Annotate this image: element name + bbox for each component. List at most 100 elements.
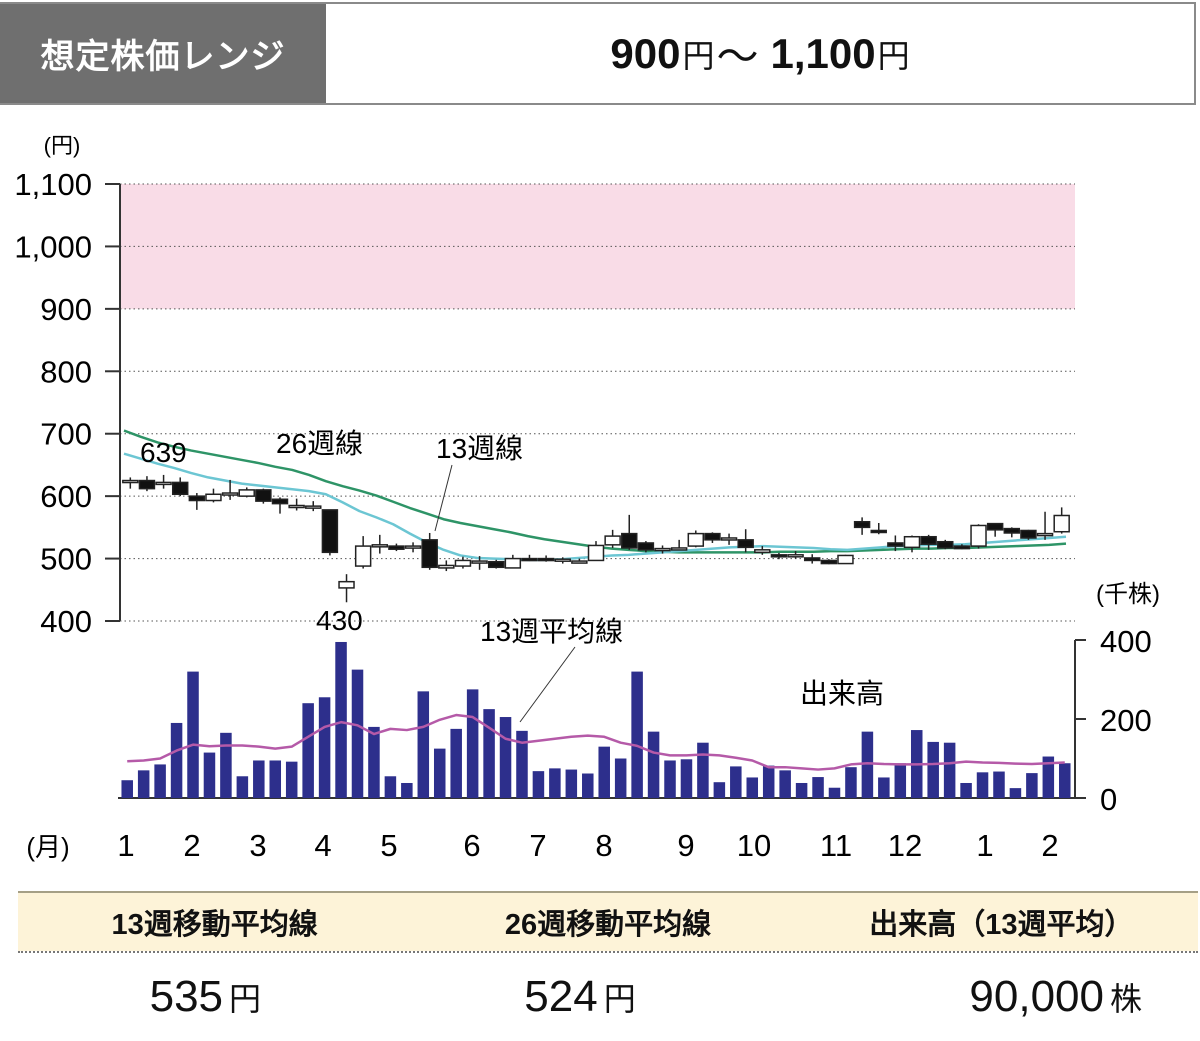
candle: [787, 554, 804, 558]
month-label: 7: [529, 828, 546, 863]
range-high: 1,100: [770, 29, 876, 77]
price-tick-label: 700: [40, 417, 92, 452]
volume-bar: [236, 776, 249, 798]
summary-header-volume: 出来高（13週平均）: [869, 909, 1134, 941]
candle: [1020, 529, 1037, 539]
price-tick-label: 900: [40, 292, 92, 327]
header-box: [0, 2, 1196, 105]
volume-ma-line: [127, 713, 1065, 771]
volume-bar: [466, 689, 479, 798]
candle: [454, 559, 472, 567]
volume-bar: [384, 776, 397, 798]
volume-bar: [368, 726, 380, 798]
volume-tick-label: 0: [1100, 782, 1117, 817]
candle: [155, 481, 172, 486]
volume-bar: [812, 777, 824, 798]
range-low-unit: 円: [682, 37, 715, 74]
summary-header-ma26: 26週移動平均線: [504, 909, 712, 941]
candle: [271, 498, 289, 505]
summary-divider: [18, 951, 1198, 953]
volume-bar: [762, 765, 775, 798]
month-label: 6: [463, 828, 480, 863]
stock-chart: 1,100 1,000 900 800 700 600 500 400 (円) 639 4 3 0…: [14, 133, 1160, 863]
ma13-value: 535: [149, 972, 224, 1021]
candle: [338, 580, 355, 589]
candle: [920, 535, 937, 545]
range-high-unit: 円: [877, 37, 910, 74]
range-tilde: 〜: [716, 33, 759, 80]
volume-bar: [335, 641, 347, 798]
summary-value-ma13: 535 円: [18, 953, 393, 1041]
candle: [637, 542, 655, 551]
price-tick-label: 1,000: [14, 229, 92, 264]
month-label: 2: [1041, 828, 1058, 863]
volume-bar: [943, 742, 956, 798]
volume-bar: [878, 777, 890, 798]
month-label: 4: [314, 828, 331, 863]
volume-bar: [170, 722, 183, 798]
candle: [720, 537, 738, 541]
volume-tick-label: 200: [1100, 703, 1152, 738]
price-tick-label: 600: [40, 479, 92, 514]
volume-axis-unit: (千株): [1096, 581, 1160, 608]
volume-bar: [549, 768, 561, 798]
candle: [238, 489, 255, 497]
candle: [371, 544, 389, 548]
month-label: 9: [677, 828, 694, 863]
month-label: 5: [380, 828, 397, 863]
volume-bars: [121, 641, 1071, 798]
month-axis: 1 2 3 4 5 6 7 8 9 10 11 12 1 2: [117, 828, 1058, 863]
volume-bar: [318, 697, 331, 798]
candle: [654, 547, 671, 552]
volume-bar: [598, 746, 610, 798]
candle: [670, 547, 688, 551]
summary-value-row: 535 円 524 円 90,000 株: [18, 953, 1198, 1041]
volume-bar: [433, 748, 446, 798]
price-axis-unit: (円): [44, 133, 81, 158]
candle: [305, 505, 322, 509]
volume-bar: [401, 782, 413, 798]
volume-bar: [779, 770, 791, 798]
volume-bar: [499, 717, 512, 798]
ma26-value: 524: [524, 972, 598, 1021]
candle: [587, 544, 605, 562]
candle: [1036, 532, 1054, 537]
candle: [388, 545, 405, 550]
candle: [487, 560, 505, 569]
candle: [122, 479, 139, 484]
candle: [138, 479, 156, 490]
summary-value-volume: 90,000 株: [767, 953, 1198, 1041]
summary-value-ma26: 524 円: [393, 953, 768, 1041]
volume-bar: [993, 771, 1005, 798]
volume-bar: [302, 703, 314, 798]
candle: [1003, 527, 1021, 534]
candle: [770, 554, 788, 558]
month-label: 10: [737, 828, 771, 863]
candle: [870, 529, 887, 534]
candle: [687, 532, 705, 547]
volume-bar: [746, 777, 759, 798]
candlesticks: [122, 474, 1070, 603]
month-label: 3: [249, 828, 266, 863]
candle: [205, 493, 222, 502]
volume-unit: 株: [1110, 981, 1143, 1017]
month-label: 2: [183, 828, 200, 863]
volume-bar: [845, 767, 857, 798]
volume-bar: [154, 764, 166, 798]
candle: [803, 557, 821, 562]
candle: [1053, 514, 1070, 533]
month-label: 1: [117, 828, 134, 863]
price-tick-label: 1,100: [14, 167, 92, 202]
volume-bar: [582, 773, 594, 798]
candle: [404, 545, 422, 549]
volume-ma-leader: [519, 646, 576, 723]
volume-label: 出来高: [800, 678, 884, 709]
candle: [986, 522, 1004, 531]
candle: [604, 535, 621, 546]
ma26-unit: 円: [603, 981, 636, 1017]
candle: [554, 558, 571, 562]
ma13-label: 13週線: [436, 433, 523, 464]
volume-bar: [1059, 763, 1071, 798]
candle: [887, 542, 904, 547]
candle: [504, 557, 522, 569]
